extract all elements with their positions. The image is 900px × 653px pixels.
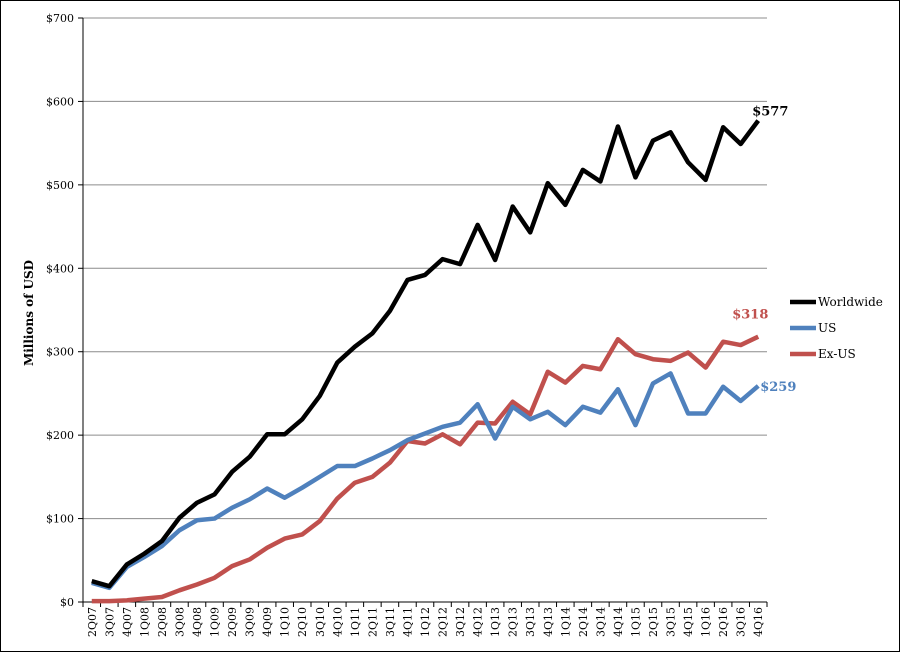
gridlines bbox=[83, 17, 767, 520]
legend: Worldwide US Ex-US bbox=[790, 295, 883, 361]
legend-label: Ex-US bbox=[818, 347, 856, 361]
x-tick-label: 4Q07 bbox=[121, 607, 134, 637]
x-tick-label: 1Q15 bbox=[629, 607, 642, 637]
end-label-us: $259 bbox=[760, 380, 796, 395]
x-tick-label: 3Q11 bbox=[384, 607, 397, 637]
series-line-us bbox=[91, 371, 760, 591]
x-tick-label: 4Q09 bbox=[261, 607, 274, 637]
series-lines bbox=[91, 119, 761, 604]
end-label-worldwide: $577 bbox=[752, 105, 788, 120]
y-tick-label: $200 bbox=[46, 429, 74, 442]
x-tick-label: 2Q16 bbox=[717, 607, 730, 637]
x-tick-label: 1Q16 bbox=[700, 607, 713, 637]
x-tick-label: 3Q08 bbox=[173, 607, 186, 637]
y-tick-label: $700 bbox=[46, 12, 74, 25]
x-tick-label: 2Q09 bbox=[226, 607, 239, 637]
y-tick-label: $400 bbox=[46, 262, 74, 275]
series-line-ex-us bbox=[91, 334, 760, 604]
x-tick-label: 1Q09 bbox=[209, 607, 222, 637]
end-label-ex-us: $318 bbox=[732, 308, 768, 323]
x-tick-label: 1Q14 bbox=[559, 607, 572, 637]
y-tick-label: $600 bbox=[46, 95, 74, 108]
legend-label: US bbox=[818, 321, 836, 335]
x-tick-label: 2Q10 bbox=[296, 607, 309, 637]
end-labels: $577 $259 $318 bbox=[732, 105, 796, 395]
x-tick-label: 3Q07 bbox=[103, 607, 116, 637]
x-tick-label: 3Q09 bbox=[244, 607, 257, 637]
x-tick-label: 1Q10 bbox=[279, 607, 292, 637]
y-tick-label: $300 bbox=[46, 346, 74, 359]
x-tick-label: 4Q10 bbox=[331, 607, 344, 637]
axes bbox=[82, 18, 767, 603]
x-tick-label: 3Q13 bbox=[524, 607, 537, 637]
x-axis-ticks: 2Q07 3Q07 4Q07 1Q08 2Q08 3Q08 4Q08 1Q09 2Q09 3Q09… bbox=[82, 602, 768, 637]
y-tick-label: $100 bbox=[46, 513, 74, 526]
x-tick-label: 2Q11 bbox=[366, 607, 379, 637]
x-tick-label: 4Q14 bbox=[612, 607, 625, 637]
series-line-worldwide bbox=[91, 119, 761, 589]
x-tick-label: 4Q12 bbox=[472, 607, 485, 637]
x-tick-label: 2Q07 bbox=[86, 607, 99, 637]
legend-label: Worldwide bbox=[818, 295, 883, 309]
x-tick-label: 2Q14 bbox=[577, 607, 590, 637]
x-tick-label: 4Q13 bbox=[542, 607, 555, 637]
x-tick-label: 1Q11 bbox=[349, 607, 362, 637]
x-tick-label: 1Q08 bbox=[138, 607, 151, 637]
x-tick-label: 2Q13 bbox=[507, 607, 520, 637]
y-axis-ticks: $0 $100 $200 $300 $400 $500 $600 $700 bbox=[46, 12, 83, 609]
x-tick-label: 3Q14 bbox=[594, 607, 607, 637]
x-tick-label: 2Q08 bbox=[156, 607, 169, 637]
x-tick-label: 3Q12 bbox=[454, 607, 467, 637]
x-tick-label: 2Q15 bbox=[647, 607, 660, 637]
x-tick-label: 3Q15 bbox=[665, 607, 678, 637]
x-tick-label: 4Q16 bbox=[752, 607, 765, 637]
x-tick-label: 1Q13 bbox=[489, 607, 502, 637]
x-tick-label: 3Q10 bbox=[314, 607, 327, 637]
x-tick-label: 3Q16 bbox=[735, 607, 748, 637]
x-tick-label: 2Q12 bbox=[437, 607, 450, 637]
y-axis-label: Millions of USD bbox=[22, 260, 36, 366]
x-tick-label: 4Q11 bbox=[401, 607, 414, 637]
y-tick-label: $0 bbox=[60, 596, 74, 609]
x-tick-label: 4Q08 bbox=[191, 607, 204, 637]
x-tick-label: 4Q15 bbox=[682, 607, 695, 637]
y-tick-label: $500 bbox=[46, 179, 74, 192]
x-tick-label: 1Q12 bbox=[419, 607, 432, 637]
